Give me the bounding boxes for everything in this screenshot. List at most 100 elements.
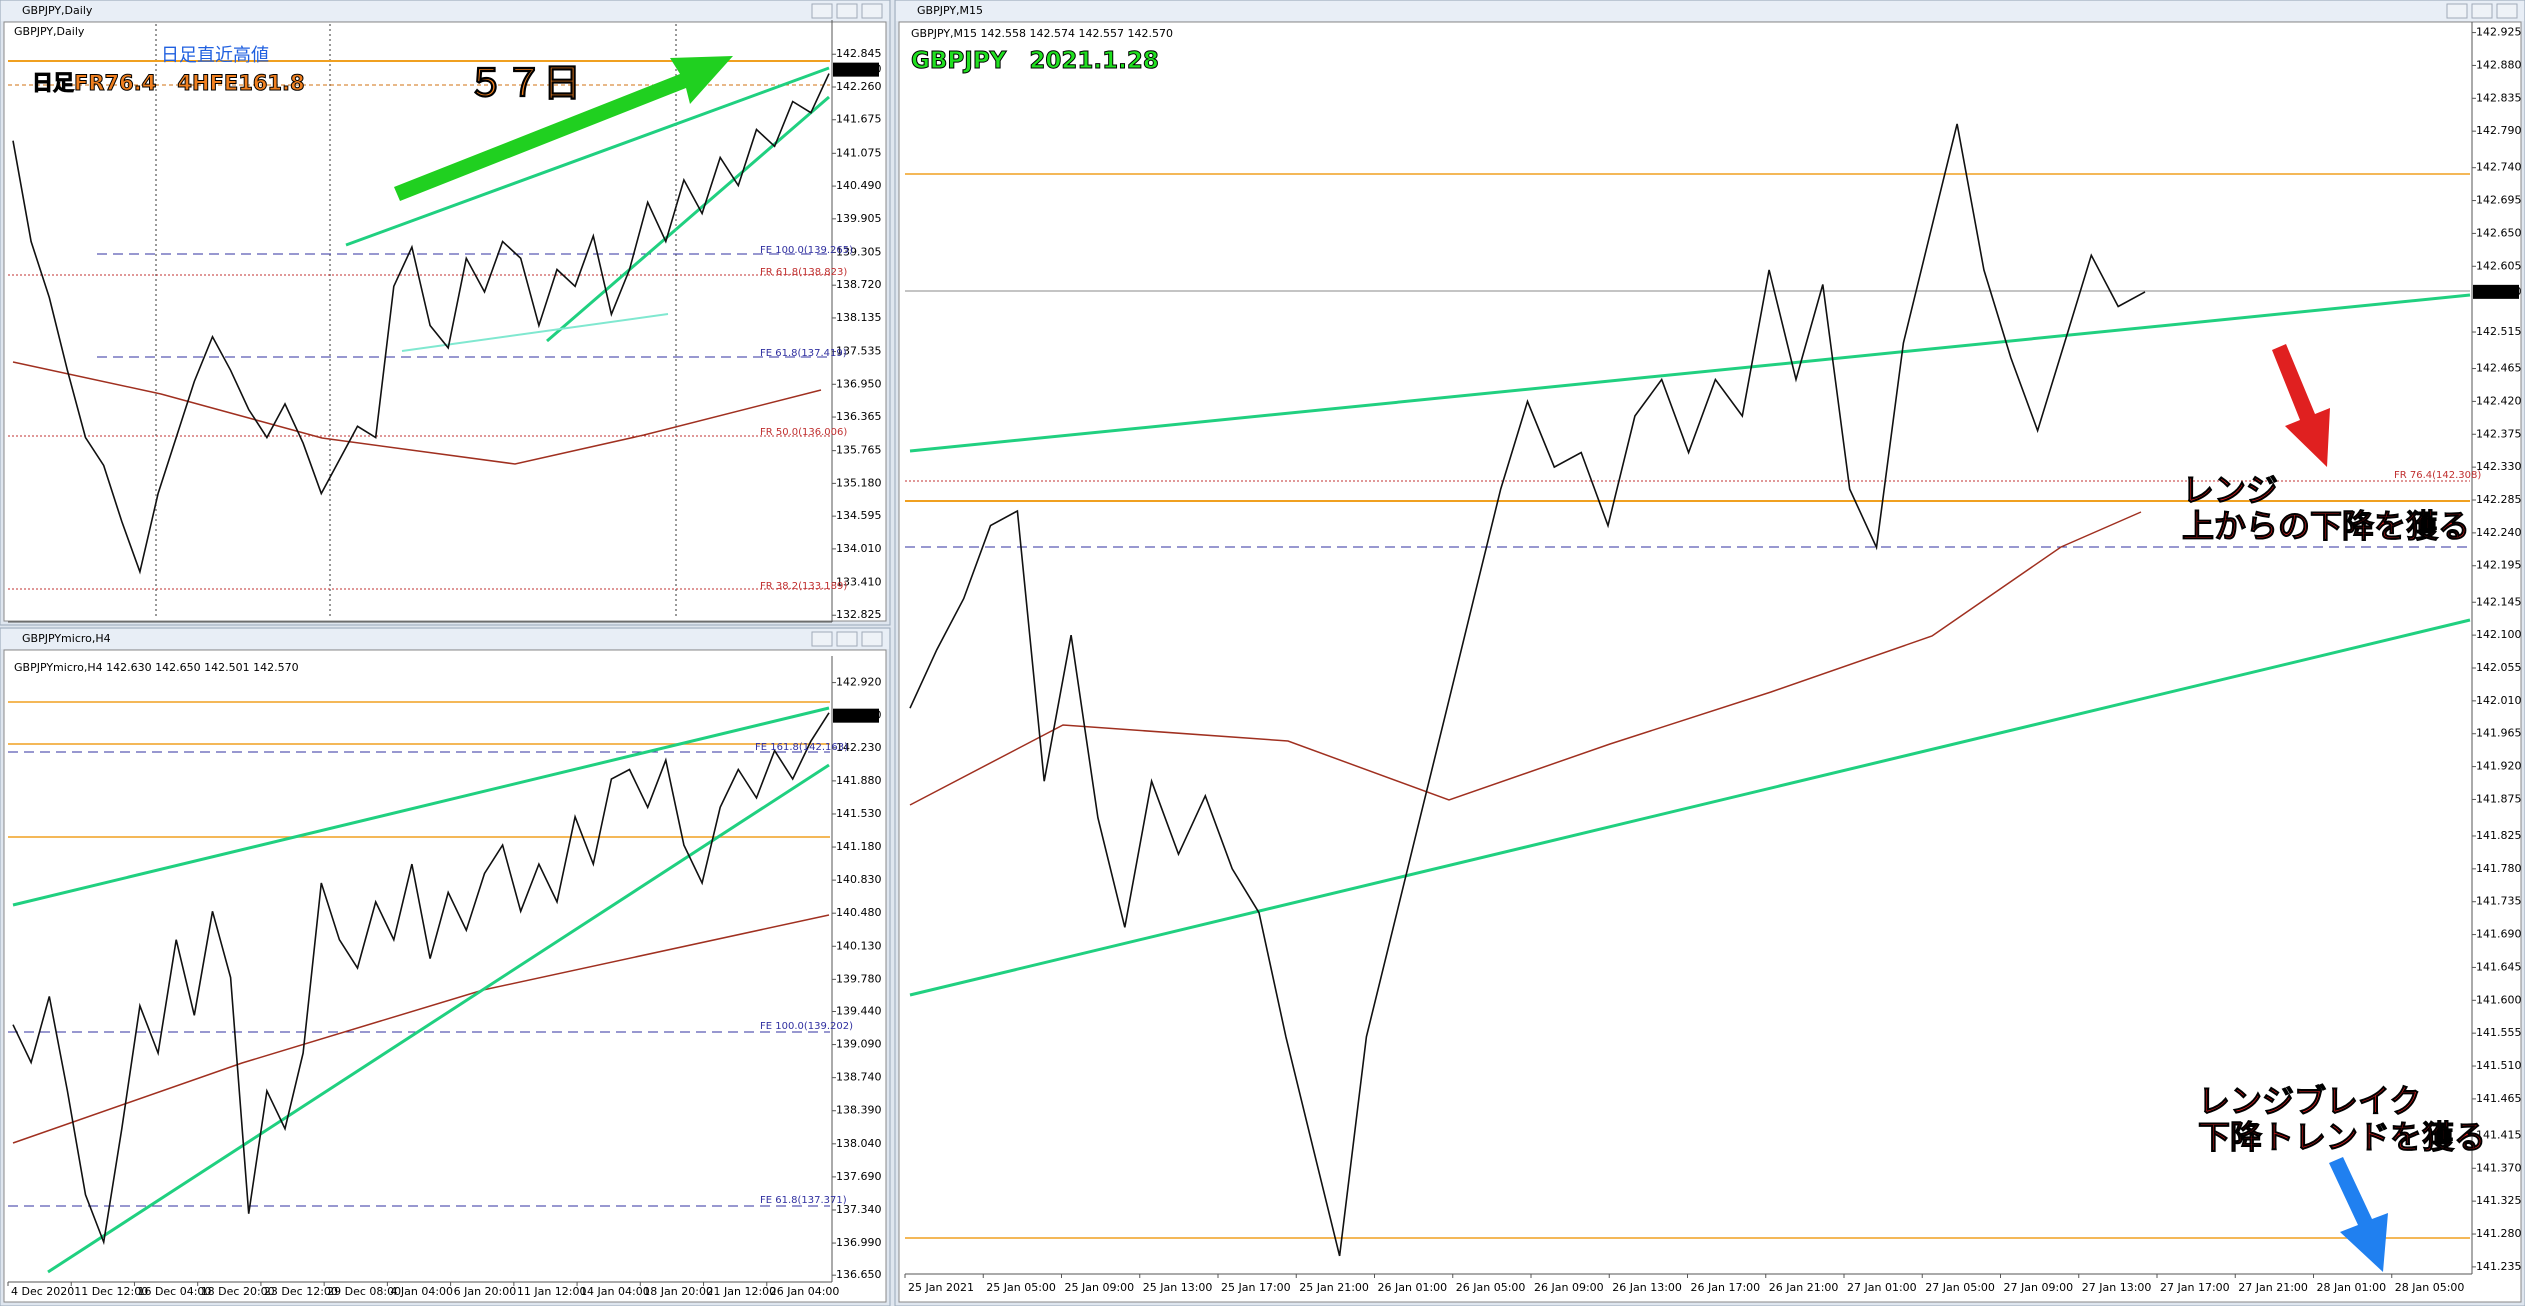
window-button[interactable] xyxy=(811,631,833,647)
moving-average xyxy=(12,361,822,465)
y-tick-label: 136.950 xyxy=(836,377,882,390)
y-tick-label: 142.695 xyxy=(2476,194,2522,207)
annotation: GBPJPY 2021.1.28 xyxy=(911,48,1160,74)
annotation: 上からの下降を獲る xyxy=(2181,507,2471,545)
x-tick-label: 25 Jan 17:00 xyxy=(1221,1281,1291,1294)
y-tick-label: 142.055 xyxy=(2476,661,2522,674)
y-tick-label: 139.780 xyxy=(836,972,882,985)
y-tick-label: 141.675 xyxy=(836,113,882,126)
x-tick-label: 26 Jan 17:00 xyxy=(1691,1281,1761,1294)
y-tick-label: 141.510 xyxy=(2476,1059,2522,1072)
annotation: 下降トレンドを獲る xyxy=(2197,1118,2487,1156)
x-tick-label: 26 Jan 21:00 xyxy=(1769,1281,1839,1294)
y-tick-label: 141.920 xyxy=(2476,760,2522,773)
y-tick-label: 142.260 xyxy=(836,80,882,93)
x-tick-label: 6 Jan 20:00 xyxy=(454,1285,517,1298)
y-tick-label: 142.375 xyxy=(2476,427,2522,440)
fib-label: FR 76.4(142.308) xyxy=(2394,470,2482,481)
y-tick-label: 140.490 xyxy=(836,179,882,192)
m15-drawings xyxy=(905,173,2471,1272)
fib-label: FE 100.0(139.265) xyxy=(760,245,854,256)
x-tick-label: 18 Jan 20:00 xyxy=(643,1285,713,1298)
y-tick-label: 141.600 xyxy=(2476,993,2522,1006)
fib-label: FE 61.8(137.371) xyxy=(760,1195,847,1206)
trendline xyxy=(909,293,2471,453)
y-tick-label: 132.825 xyxy=(836,608,882,621)
x-tick-label: 27 Jan 13:00 xyxy=(2082,1281,2152,1294)
x-tick-label: 23 Dec 12:00 xyxy=(264,1285,338,1298)
window-button[interactable] xyxy=(836,631,858,647)
x-tick-label: 27 Jan 01:00 xyxy=(1847,1281,1917,1294)
price-line xyxy=(12,712,830,1246)
x-tick-label: 16 Dec 04:00 xyxy=(137,1285,211,1298)
window-button[interactable] xyxy=(2471,3,2493,19)
y-tick-label: 142.285 xyxy=(2476,493,2522,506)
y-tick-label: 139.905 xyxy=(836,212,882,225)
y-tick-label: 137.340 xyxy=(836,1203,882,1216)
y-tick-label: 142.230 xyxy=(836,741,882,754)
y-tick-label: 133.410 xyxy=(836,575,882,588)
y-tick-label: 141.530 xyxy=(836,807,882,820)
trendline xyxy=(546,95,830,343)
window-button[interactable] xyxy=(2446,3,2468,19)
y-tick-label: 142.835 xyxy=(2476,91,2522,104)
window-button[interactable] xyxy=(2496,3,2518,19)
y-tick-label: 141.645 xyxy=(2476,960,2522,973)
window-title: GBPJPYmicro,H4 xyxy=(22,632,111,645)
y-tick-label: 140.130 xyxy=(836,939,882,952)
daily-drawings xyxy=(8,24,830,618)
y-tick-label: 142.010 xyxy=(2476,694,2522,707)
y-tick-label: 142.195 xyxy=(2476,559,2522,572)
price-flag xyxy=(833,62,879,77)
chart-header: GBPJPYmicro,H4 142.630 142.650 142.501 1… xyxy=(14,661,299,674)
y-tick-label: 142.650 xyxy=(2476,226,2522,239)
y-tick-label: 142.845 xyxy=(836,47,882,60)
y-tick-label: 135.180 xyxy=(836,476,882,489)
y-tick-label: 141.825 xyxy=(2476,829,2522,842)
x-tick-label: 25 Jan 21:00 xyxy=(1299,1281,1369,1294)
x-tick-label: 4 Dec 2020 xyxy=(11,1285,74,1298)
y-tick-label: 139.305 xyxy=(836,245,882,258)
y-tick-label: 137.690 xyxy=(836,1170,882,1183)
y-tick-label: 134.595 xyxy=(836,509,882,522)
window-button[interactable] xyxy=(861,3,883,19)
x-tick-label: 27 Jan 21:00 xyxy=(2238,1281,2308,1294)
arrow xyxy=(2272,344,2330,467)
y-tick-label: 142.740 xyxy=(2476,161,2522,174)
y-tick-label: 142.880 xyxy=(2476,58,2522,71)
trendline xyxy=(909,618,2471,997)
y-tick-label: 141.235 xyxy=(2476,1260,2522,1273)
title-bar xyxy=(896,1,2524,21)
x-tick-label: 14 Jan 04:00 xyxy=(580,1285,650,1298)
title-bar xyxy=(1,1,889,21)
price-line xyxy=(909,123,2146,1257)
y-tick-label: 142.925 xyxy=(2476,26,2522,39)
y-tick-label: 142.330 xyxy=(2476,460,2522,473)
y-tick-label: 142.515 xyxy=(2476,325,2522,338)
x-tick-label: 21 Jan 12:00 xyxy=(707,1285,777,1298)
y-tick-label: 141.555 xyxy=(2476,1026,2522,1039)
y-tick-label: 138.135 xyxy=(836,311,882,324)
chart-area xyxy=(3,21,887,622)
window-button[interactable] xyxy=(836,3,858,19)
window-title: GBPJPY,Daily xyxy=(22,4,93,17)
title-bar xyxy=(1,629,889,649)
x-tick-label: 28 Jan 05:00 xyxy=(2395,1281,2465,1294)
annotation: レンジブレイク xyxy=(2197,1082,2422,1120)
y-tick-label: 141.415 xyxy=(2476,1128,2522,1141)
x-tick-label: 27 Jan 09:00 xyxy=(2004,1281,2074,1294)
fib-label: FR 50.0(136.006) xyxy=(760,427,848,438)
y-tick-label: 141.180 xyxy=(836,840,882,853)
y-tick-label: 142.145 xyxy=(2476,595,2522,608)
price-flag-label: 142.570 xyxy=(836,63,882,76)
x-tick-label: 27 Jan 17:00 xyxy=(2160,1281,2230,1294)
price-flag-label: 142.570 xyxy=(2476,285,2522,298)
x-tick-label: 25 Jan 05:00 xyxy=(986,1281,1056,1294)
fib-label: FE 100.0(139.202) xyxy=(760,1021,854,1032)
window-button[interactable] xyxy=(811,3,833,19)
chart-area xyxy=(898,21,2522,1303)
x-tick-label: 25 Jan 13:00 xyxy=(1143,1281,1213,1294)
annotation: ５７日 xyxy=(466,61,582,105)
window-button[interactable] xyxy=(861,631,883,647)
